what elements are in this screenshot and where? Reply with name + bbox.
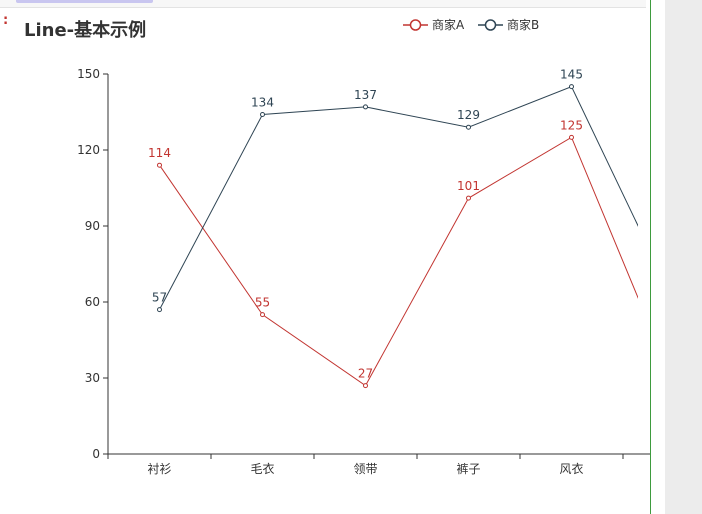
data-point — [157, 162, 162, 168]
legend-marker-icon — [409, 19, 422, 31]
chart-axes: 0 30 60 90 120 150 衬衫 毛衣 领带 裤子 风衣 — [77, 67, 650, 476]
data-label: 27 — [358, 367, 373, 381]
legend-item[interactable]: 商家A — [403, 17, 465, 32]
y-tick-label: 60 — [85, 295, 100, 309]
legend-item[interactable]: 商家B — [478, 17, 539, 32]
heading-marker: : — [3, 13, 9, 28]
y-tick-label: 90 — [85, 219, 100, 233]
x-tick-label: 风衣 — [559, 461, 583, 476]
chart-legend[interactable]: 商家A 商家B — [403, 17, 539, 32]
data-point — [157, 307, 162, 313]
data-label: 134 — [251, 96, 274, 110]
data-point — [260, 312, 265, 318]
x-tick-label: 衬衫 — [147, 462, 171, 476]
data-point — [363, 104, 368, 110]
data-label: 125 — [560, 118, 583, 132]
data-point — [260, 112, 265, 118]
data-label: 57 — [152, 291, 167, 305]
y-tick-label: 150 — [77, 67, 100, 81]
chart-series — [157, 84, 638, 389]
chart-data-labels: 114 55 27 101 125 57 134 137 129 145 — [148, 68, 583, 381]
x-tick-label: 裤子 — [456, 462, 480, 476]
x-tick-label: 领带 — [353, 462, 377, 476]
data-point — [466, 195, 471, 201]
data-label: 114 — [148, 146, 171, 160]
legend-marker-icon — [484, 19, 497, 31]
y-tick-label: 0 — [92, 447, 100, 461]
active-tab-indicator[interactable] — [16, 0, 153, 3]
data-label: 137 — [354, 88, 377, 102]
data-point — [363, 383, 368, 389]
data-point — [569, 84, 574, 90]
series-line-a — [159, 136, 638, 387]
legend-label: 商家A — [432, 17, 465, 32]
data-label: 101 — [457, 179, 480, 193]
data-label: 145 — [560, 68, 583, 82]
data-label: 55 — [255, 296, 270, 310]
x-tick-label: 毛衣 — [250, 461, 274, 476]
y-tick-label: 30 — [85, 371, 100, 385]
data-point — [466, 124, 471, 130]
legend-label: 商家B — [507, 17, 539, 32]
data-label: 129 — [457, 108, 480, 122]
pane-divider — [650, 0, 651, 514]
y-tick-label: 120 — [77, 143, 100, 157]
chart-title: Line-基本示例 — [24, 20, 147, 41]
data-point — [569, 134, 574, 140]
vertical-scrollbar[interactable] — [665, 0, 702, 514]
series-line-b — [159, 86, 638, 310]
top-tab-strip — [0, 0, 646, 8]
line-chart: 商家A 商家B 0 30 60 90 120 150 衬衫 毛衣 领带 裤子 风衣 114 55 27 10… — [77, 17, 650, 476]
